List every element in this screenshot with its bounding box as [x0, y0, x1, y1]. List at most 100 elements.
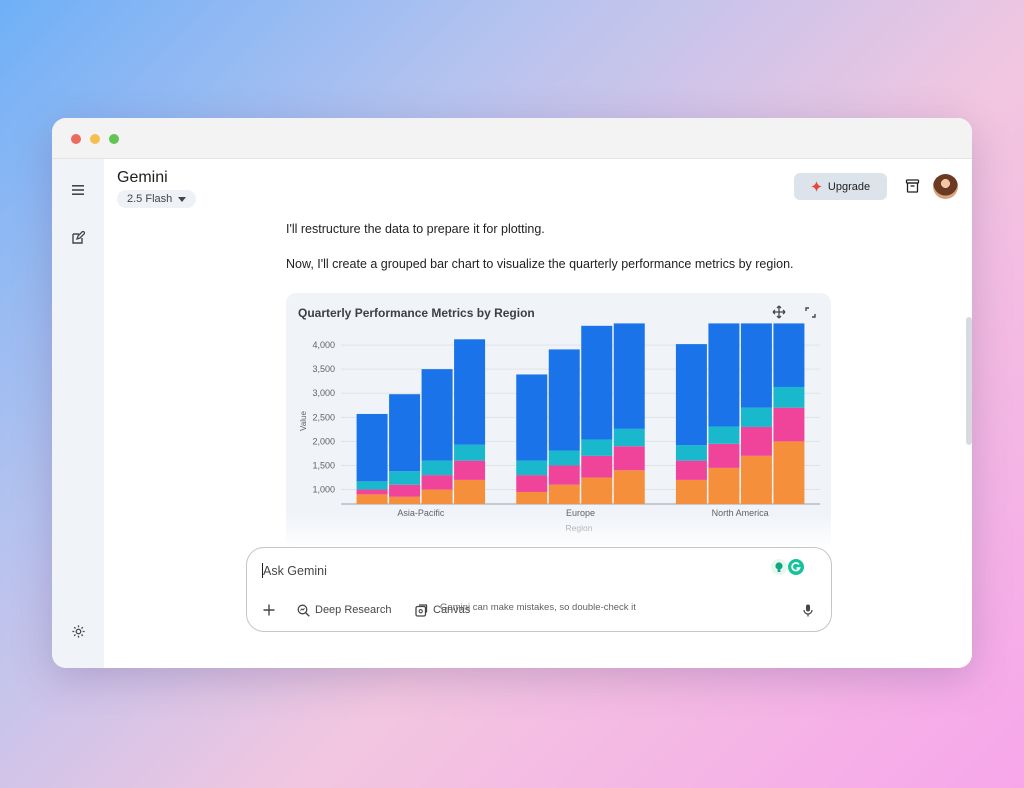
bar-segment[interactable]	[516, 475, 548, 492]
disclaimer-text: Gemini can make mistakes, so double-chec…	[440, 602, 636, 613]
close-window-button[interactable]	[71, 134, 81, 144]
bar-segment[interactable]	[581, 439, 613, 456]
grammarly-icon[interactable]	[788, 559, 804, 575]
bar-segment[interactable]	[708, 323, 740, 427]
bar-segment[interactable]	[740, 455, 772, 504]
bar-segment[interactable]	[389, 496, 421, 504]
sparkle-icon	[810, 181, 822, 192]
message-text-2: Now, I'll create a grouped bar chart to …	[286, 257, 794, 271]
bar-segment[interactable]	[454, 444, 486, 461]
bar-segment[interactable]	[356, 413, 388, 482]
interactive-chart-button[interactable]	[770, 303, 788, 321]
canvas-icon	[415, 603, 428, 617]
bar-segment[interactable]	[389, 394, 421, 472]
deep-research-label: Deep Research	[315, 604, 392, 616]
expand-icon	[804, 306, 816, 318]
bar-segment[interactable]	[740, 426, 772, 456]
deep-research-button[interactable]: Deep Research	[297, 600, 391, 620]
maximize-window-button[interactable]	[109, 134, 119, 144]
model-selector[interactable]: 2.5 Flash	[117, 190, 197, 208]
x-tick-label: Europe	[566, 508, 595, 518]
bar-segment[interactable]	[581, 325, 613, 440]
canvas-button[interactable]: Canvas	[415, 600, 470, 620]
bar-segment[interactable]	[516, 491, 548, 504]
new-chat-button[interactable]	[66, 226, 90, 250]
bar-segment[interactable]	[613, 446, 645, 471]
user-avatar[interactable]	[933, 174, 958, 199]
bar-segment[interactable]	[516, 374, 548, 461]
bar-segment[interactable]	[389, 471, 421, 485]
bar-segment[interactable]	[356, 494, 388, 504]
bar-segment[interactable]	[421, 489, 453, 504]
bar-segment[interactable]	[675, 344, 707, 446]
chart-title: Quarterly Performance Metrics by Region	[298, 306, 535, 320]
bar-segment[interactable]	[773, 441, 805, 504]
bar-segment[interactable]	[356, 481, 388, 490]
bar-segment[interactable]	[708, 426, 740, 444]
microphone-button[interactable]	[800, 600, 816, 620]
bar-chart: 1,000 1,500 2,000 2,500 3,000 3,500 4,000 Asia-…	[299, 323, 820, 533]
bar-segment[interactable]	[421, 475, 453, 490]
y-tick-label: 2,000	[312, 436, 335, 446]
bar-segment[interactable]	[454, 460, 486, 480]
bar-segment[interactable]	[773, 323, 805, 387]
bar-segment[interactable]	[548, 450, 580, 466]
y-tick-label: 3,000	[312, 388, 335, 398]
edit-icon	[72, 231, 85, 244]
bar-segment[interactable]	[773, 386, 805, 408]
text-cursor	[262, 563, 263, 578]
bar-segment[interactable]	[581, 477, 613, 504]
model-label: 2.5 Flash	[127, 193, 173, 205]
expand-chart-button[interactable]	[801, 303, 819, 321]
bar-segment[interactable]	[708, 467, 740, 504]
deep-research-icon	[297, 604, 310, 617]
app-window: Gemini 2.5 Flash Upgrade I'll restructur…	[52, 118, 972, 668]
bar-segment[interactable]	[675, 445, 707, 461]
prompt-input[interactable]: Ask Gemini	[263, 564, 327, 578]
bar-segment[interactable]	[740, 323, 772, 408]
bar-segment[interactable]	[548, 349, 580, 451]
canvas-label: Canvas	[433, 604, 471, 616]
settings-button[interactable]	[66, 619, 90, 643]
app-title: Gemini	[117, 169, 168, 186]
archive-icon	[905, 179, 919, 193]
bar-segment[interactable]	[454, 479, 486, 504]
bar-segment[interactable]	[356, 489, 388, 495]
menu-button[interactable]	[66, 178, 90, 202]
upgrade-label: Upgrade	[827, 180, 871, 193]
scrollbar[interactable]	[966, 317, 972, 445]
bar-segment[interactable]	[421, 369, 453, 461]
bar-segment[interactable]	[708, 443, 740, 468]
bar-segment[interactable]	[613, 323, 645, 429]
y-tick-label: 4,000	[312, 340, 335, 350]
menu-icon	[72, 185, 84, 195]
y-axis-label: Value	[299, 411, 308, 431]
bar-segment[interactable]	[516, 460, 548, 476]
prompt-box[interactable]: Ask Gemini	[246, 547, 832, 632]
x-tick-label: North America	[712, 508, 769, 518]
bar-segment[interactable]	[389, 484, 421, 497]
saved-items-button[interactable]	[902, 176, 922, 196]
add-attachment-button[interactable]	[261, 600, 277, 620]
y-tick-label: 1,000	[312, 485, 335, 495]
bar-segment[interactable]	[454, 339, 486, 445]
upgrade-button[interactable]: Upgrade	[794, 173, 887, 200]
bar-segment[interactable]	[613, 428, 645, 447]
microphone-icon	[803, 604, 813, 616]
minimize-window-button[interactable]	[90, 134, 100, 144]
bar-segment[interactable]	[740, 407, 772, 427]
plus-icon	[263, 604, 275, 616]
bar-segment[interactable]	[773, 407, 805, 442]
bar-segment[interactable]	[421, 460, 453, 476]
y-tick-label: 3,500	[312, 364, 335, 374]
sidebar	[52, 159, 104, 668]
bar-segment[interactable]	[548, 465, 580, 485]
bar-segment[interactable]	[548, 484, 580, 504]
bar-segment[interactable]	[675, 479, 707, 504]
bar-segment[interactable]	[581, 455, 613, 478]
bar-segment[interactable]	[675, 460, 707, 480]
caret-down-icon	[178, 196, 187, 202]
bar-segment[interactable]	[613, 470, 645, 504]
extension-bulb-icon[interactable]	[771, 559, 787, 575]
x-tick-label: Asia-Pacific	[397, 508, 445, 518]
